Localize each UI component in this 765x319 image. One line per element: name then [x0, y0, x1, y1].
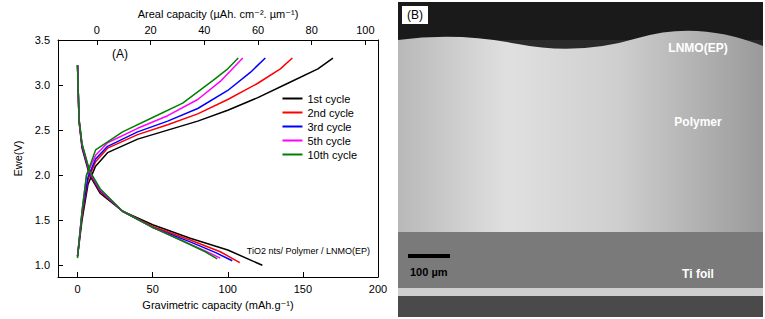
svg-text:100 µm: 100 µm — [410, 266, 448, 278]
svg-text:(A): (A) — [112, 47, 128, 61]
svg-text:0: 0 — [94, 24, 100, 36]
svg-text:Areal capacity (µAh. cm⁻². µm⁻: Areal capacity (µAh. cm⁻². µm⁻¹) — [138, 8, 299, 20]
svg-text:3.5: 3.5 — [35, 34, 50, 46]
svg-text:2nd cycle: 2nd cycle — [307, 107, 353, 119]
svg-text:LNMO(EP): LNMO(EP) — [668, 41, 727, 55]
svg-text:200: 200 — [369, 283, 387, 295]
svg-text:Ewe(V): Ewe(V) — [12, 140, 24, 176]
svg-text:0: 0 — [74, 283, 80, 295]
svg-text:5th cycle: 5th cycle — [307, 135, 350, 147]
svg-text:100: 100 — [219, 283, 237, 295]
svg-text:(B): (B) — [407, 8, 423, 22]
svg-text:2.0: 2.0 — [35, 169, 50, 181]
svg-text:10th cycle: 10th cycle — [307, 149, 357, 161]
svg-text:3.0: 3.0 — [35, 79, 50, 91]
svg-text:Gravimetric capacity (mAh.g⁻¹): Gravimetric capacity (mAh.g⁻¹) — [142, 299, 293, 311]
svg-text:80: 80 — [306, 24, 318, 36]
svg-text:Ti foil: Ti foil — [682, 267, 714, 281]
svg-text:40: 40 — [198, 24, 210, 36]
svg-text:100: 100 — [356, 24, 374, 36]
svg-text:TiO2 nts/ Polymer / LNMO(EP): TiO2 nts/ Polymer / LNMO(EP) — [247, 246, 370, 256]
svg-text:1.5: 1.5 — [35, 214, 50, 226]
svg-text:3rd cycle: 3rd cycle — [307, 121, 351, 133]
svg-text:20: 20 — [144, 24, 156, 36]
svg-text:Polymer: Polymer — [674, 115, 722, 129]
svg-text:1st cycle: 1st cycle — [307, 93, 350, 105]
svg-text:150: 150 — [294, 283, 312, 295]
svg-text:60: 60 — [252, 24, 264, 36]
svg-text:50: 50 — [147, 283, 159, 295]
svg-text:2.5: 2.5 — [35, 124, 50, 136]
svg-text:1.0: 1.0 — [35, 259, 50, 271]
